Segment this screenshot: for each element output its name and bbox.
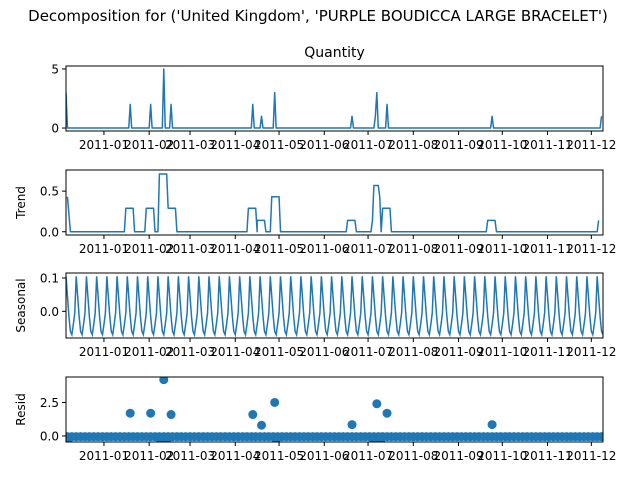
xtick-label: 2011-11 [522, 138, 572, 152]
xtick-label: 2011-02 [124, 345, 174, 359]
xtick-label: 2011-09 [433, 345, 483, 359]
resid-point [271, 434, 281, 442]
resid-point [166, 410, 176, 420]
xtick-label: 2011-01 [79, 138, 129, 152]
panel-resid: 0.02.52011-012011-022011-032011-042011-0… [14, 376, 616, 463]
xtick-label: 2011-07 [343, 138, 393, 152]
xtick-label: 2011-10 [477, 449, 527, 463]
xtick-label: 2011-05 [254, 242, 304, 256]
xtick-label: 2011-04 [210, 449, 260, 463]
resid-point [487, 420, 497, 430]
subplots: 052011-012011-022011-032011-042011-05201… [14, 45, 616, 463]
xtick-label: 2011-03 [165, 242, 215, 256]
resid-point [347, 420, 357, 430]
xtick-label: 2011-09 [433, 138, 483, 152]
resid-point [159, 377, 169, 385]
ytick-label: 5 [51, 62, 59, 76]
axes-frame-seasonal [65, 272, 604, 339]
xtick-label: 2011-11 [522, 242, 572, 256]
xtick-label: 2011-05 [254, 345, 304, 359]
resid-point [146, 408, 156, 418]
xtick-label: 2011-01 [79, 449, 129, 463]
xtick-label: 2011-06 [299, 345, 349, 359]
xtick-label: 2011-11 [522, 345, 572, 359]
xtick-label: 2011-03 [165, 138, 215, 152]
ylabel-resid: Resid [14, 393, 28, 425]
xtick-label: 2011-05 [254, 449, 304, 463]
xtick-label: 2011-06 [299, 138, 349, 152]
axes-frame-observed [65, 65, 604, 132]
ylabel-trend: Trend [14, 186, 28, 220]
xtick-label: 2011-10 [477, 345, 527, 359]
xtick-label: 2011-12 [566, 242, 616, 256]
xtick-label: 2011-09 [433, 242, 483, 256]
resid-point [66, 436, 72, 442]
seasonal-line [66, 276, 603, 338]
xtick-label: 2011-02 [124, 449, 174, 463]
ylabel-seasonal: Seasonal [14, 278, 28, 332]
xtick-label: 2011-08 [388, 449, 438, 463]
ytick-label: 0 [51, 122, 59, 136]
ytick-label: 0.0 [40, 225, 59, 239]
xtick-label: 2011-08 [388, 138, 438, 152]
resid-point [162, 435, 172, 442]
panel-trend: 0.00.52011-012011-022011-032011-042011-0… [14, 169, 616, 256]
ytick-label: 0.1 [40, 272, 59, 286]
xtick-label: 2011-12 [566, 138, 616, 152]
xtick-label: 2011-12 [566, 449, 616, 463]
resid-point [257, 420, 267, 430]
plot-area-resid [66, 377, 603, 442]
xtick-label: 2011-12 [566, 345, 616, 359]
xtick-label: 2011-08 [388, 242, 438, 256]
trend-line [66, 173, 600, 233]
xtick-label: 2011-02 [124, 242, 174, 256]
resid-point [248, 410, 258, 420]
resid-point [270, 397, 280, 407]
axes-frame-trend [65, 169, 604, 236]
xtick-label: 2011-07 [343, 345, 393, 359]
xtick-label: 2011-01 [79, 345, 129, 359]
axes-frame-resid [65, 376, 604, 443]
xtick-label: 2011-03 [165, 449, 215, 463]
ytick-label: 0.5 [40, 185, 59, 199]
figure-title: Decomposition for ('United Kingdom', 'PU… [28, 7, 608, 25]
resid-point [597, 432, 603, 442]
panel-title: Quantity [304, 45, 365, 61]
plot-area-trend [66, 173, 600, 233]
xtick-label: 2011-06 [299, 449, 349, 463]
xtick-label: 2011-04 [210, 345, 260, 359]
xtick-label: 2011-05 [254, 138, 304, 152]
xtick-label: 2011-10 [477, 138, 527, 152]
xtick-label: 2011-08 [388, 345, 438, 359]
xtick-label: 2011-06 [299, 242, 349, 256]
xtick-label: 2011-07 [343, 242, 393, 256]
ytick-label: 0.0 [40, 305, 59, 319]
ytick-label: 0.0 [40, 429, 59, 443]
panel-observed: 052011-012011-022011-032011-042011-05201… [51, 45, 616, 152]
plot-area-seasonal [66, 276, 603, 338]
xtick-label: 2011-10 [477, 242, 527, 256]
xtick-label: 2011-11 [522, 449, 572, 463]
panel-seasonal: 0.00.12011-012011-022011-032011-042011-0… [14, 272, 616, 360]
observed-line [66, 68, 603, 129]
resid-point [382, 408, 392, 418]
xtick-label: 2011-01 [79, 242, 129, 256]
xtick-label: 2011-04 [210, 242, 260, 256]
xtick-label: 2011-02 [124, 138, 174, 152]
xtick-label: 2011-03 [165, 345, 215, 359]
ytick-label: 2.5 [40, 396, 59, 410]
xtick-label: 2011-09 [433, 449, 483, 463]
xtick-label: 2011-07 [343, 449, 393, 463]
xtick-label: 2011-04 [210, 138, 260, 152]
resid-point [125, 408, 135, 418]
resid-point [376, 434, 386, 442]
resid-point [372, 399, 382, 409]
plot-area-observed [66, 68, 603, 129]
